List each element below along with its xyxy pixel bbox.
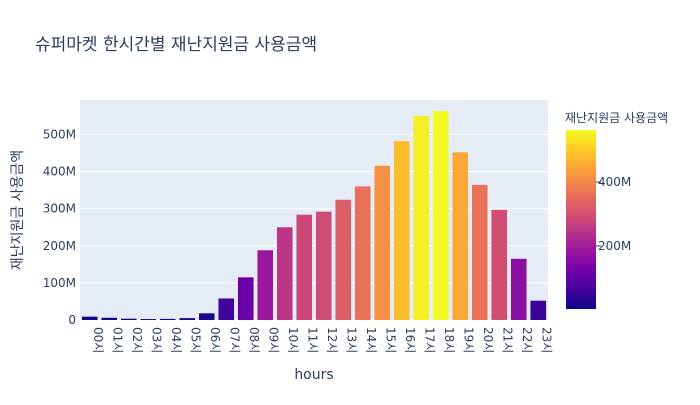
y-tick-label: 300M	[43, 202, 76, 216]
x-tick-label: 08시	[247, 327, 261, 353]
bar	[218, 298, 235, 320]
y-tick-label: 100M	[43, 276, 76, 290]
gridlines	[80, 134, 548, 321]
bar	[335, 199, 352, 320]
x-tick-label: 22시	[520, 327, 534, 353]
x-tick-label: 21시	[500, 327, 514, 353]
bars	[81, 111, 547, 320]
colorbar-title: 재난지원금 사용금액	[565, 111, 668, 125]
bar	[81, 316, 98, 320]
bar	[120, 318, 137, 320]
x-tick-label: 20시	[481, 327, 495, 353]
x-tick-label: 15시	[383, 327, 397, 353]
bar	[276, 227, 293, 320]
colorbar-tick-label: 200M	[598, 239, 631, 253]
x-tick-label: 07시	[227, 327, 241, 353]
bar	[374, 165, 391, 320]
x-tick-label: 06시	[208, 327, 222, 353]
x-tick-label: 01시	[110, 327, 124, 353]
bar	[198, 313, 215, 320]
bar	[257, 250, 274, 320]
chart-title: 슈퍼마켓 한시간별 재난지원금 사용금액	[35, 35, 317, 55]
bar	[510, 258, 527, 320]
colorbar-ticks: 200M 400M	[596, 175, 631, 253]
colorbar: 재난지원금 사용금액 200M 400M	[565, 111, 668, 309]
x-tick-label: 11시	[305, 327, 319, 353]
x-tick-label: 19시	[461, 327, 475, 353]
x-tick-label: 00시	[91, 327, 105, 353]
x-tick-label: 05시	[188, 327, 202, 353]
x-tick-label: 10시	[286, 327, 300, 353]
bar	[530, 300, 547, 320]
x-tick-label: 04시	[169, 327, 183, 353]
x-tick-label: 09시	[266, 327, 280, 353]
x-tick-label: 17시	[422, 327, 436, 353]
x-tick-label: 13시	[344, 327, 358, 353]
bar	[393, 141, 410, 320]
bar	[296, 214, 313, 320]
bar	[413, 115, 430, 320]
y-axis-ticks: 0 100M 200M 300M 400M 500M	[43, 128, 76, 327]
bar	[354, 186, 371, 320]
bar	[432, 111, 449, 320]
x-tick-label: 02시	[130, 327, 144, 353]
bar	[140, 319, 157, 320]
bar	[315, 211, 332, 320]
x-axis-label: hours	[294, 367, 333, 383]
colorbar-tick-label: 400M	[598, 175, 631, 189]
x-tick-label: 23시	[539, 327, 553, 353]
bar	[471, 184, 488, 320]
y-axis-label: 재난지원금 사용금액	[10, 150, 26, 270]
bar	[237, 277, 254, 320]
bar	[159, 318, 176, 320]
bar	[491, 209, 508, 320]
colorbar-gradient	[566, 130, 596, 309]
y-tick-label: 200M	[43, 239, 76, 253]
y-tick-label: 0	[68, 313, 76, 327]
x-tick-label: 18시	[442, 327, 456, 353]
x-tick-label: 16시	[403, 327, 417, 353]
x-tick-label: 14시	[364, 327, 378, 353]
bar	[452, 152, 469, 320]
y-tick-label: 400M	[43, 165, 76, 179]
x-axis-ticks: 00시 01시 02시 03시 04시 05시 06시 07시 08시 09시 10시 11시 12시 1…	[91, 327, 554, 353]
bar	[101, 317, 118, 320]
bar	[179, 318, 196, 320]
x-tick-label: 12시	[325, 327, 339, 353]
x-tick-label: 03시	[149, 327, 163, 353]
y-tick-label: 500M	[43, 128, 76, 142]
